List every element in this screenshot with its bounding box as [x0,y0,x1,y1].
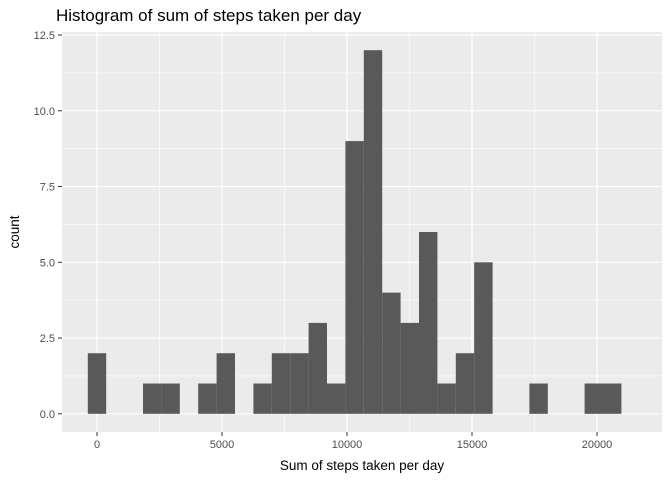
histogram-bars [87,50,622,414]
histogram-bar [308,322,327,414]
y-tick-label: 0.0 [40,409,55,421]
y-tick-label: 5.0 [40,257,55,269]
histogram-bar [271,353,291,414]
histogram-bar [290,353,309,414]
y-axis: 0.0 2.5 5.0 7.5 10.0 12.5 [34,30,62,421]
x-tick-label: 5000 [210,439,234,451]
chart-title: Histogram of sum of steps taken per day [56,6,362,25]
histogram-bar [161,383,180,414]
histogram-bar [455,353,475,414]
histogram-bar [400,322,419,414]
histogram-bar [603,383,622,414]
histogram-bar [143,383,162,414]
y-tick-label: 10.0 [34,106,55,118]
y-tick-label: 12.5 [34,30,55,42]
histogram-bar [529,383,548,414]
histogram-bar [474,262,493,414]
x-axis-title: Sum of steps taken per day [280,458,445,473]
x-axis: 0 5000 10000 15000 20000 [94,432,612,451]
histogram-bar [198,383,217,414]
histogram-bar [363,50,383,414]
histogram-bar [437,383,456,414]
histogram-bar [327,383,346,414]
histogram-bar [419,232,438,414]
y-tick-label: 2.5 [40,333,55,345]
y-tick-label: 7.5 [40,182,55,194]
y-axis-title: count [7,215,22,248]
histogram-bar [253,383,272,414]
x-tick-label: 20000 [582,439,613,451]
histogram-bar [87,353,107,414]
histogram-bar [382,292,401,414]
x-tick-label: 0 [94,439,100,451]
x-tick-label: 15000 [457,439,488,451]
histogram-bar [216,353,235,414]
histogram-bar [584,383,603,414]
x-tick-label: 10000 [332,439,363,451]
histogram-bar [345,141,364,414]
